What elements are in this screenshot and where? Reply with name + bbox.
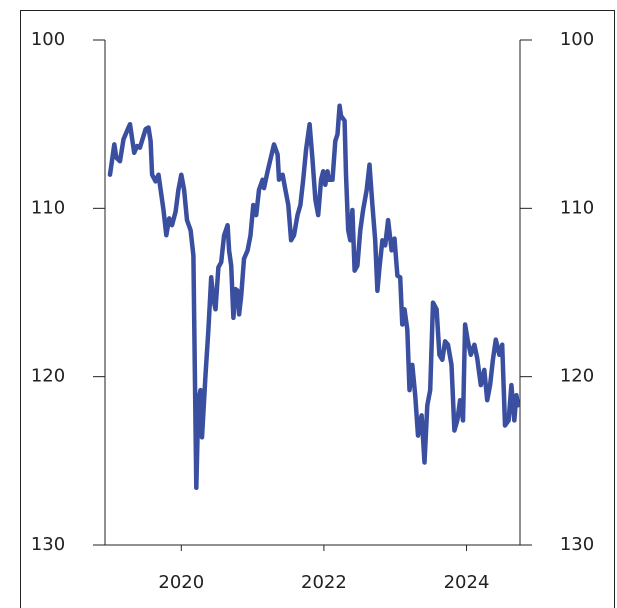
y-tick-label-left: 110 xyxy=(31,197,65,218)
x-tick-label: 2022 xyxy=(301,572,347,593)
y-tick-label-left: 120 xyxy=(31,366,65,387)
y-tick-label-right: 130 xyxy=(560,534,594,555)
y-tick-label-right: 120 xyxy=(560,366,594,387)
y-tick-label-right: 100 xyxy=(560,29,594,50)
series-line xyxy=(107,103,521,491)
y-tick-label-right: 110 xyxy=(560,197,594,218)
x-tick-label: 2024 xyxy=(444,572,490,593)
frame xyxy=(20,10,615,608)
y-tick-label-left: 100 xyxy=(31,29,65,50)
x-tick-label: 2020 xyxy=(158,572,204,593)
y-tick-label-left: 130 xyxy=(31,534,65,555)
